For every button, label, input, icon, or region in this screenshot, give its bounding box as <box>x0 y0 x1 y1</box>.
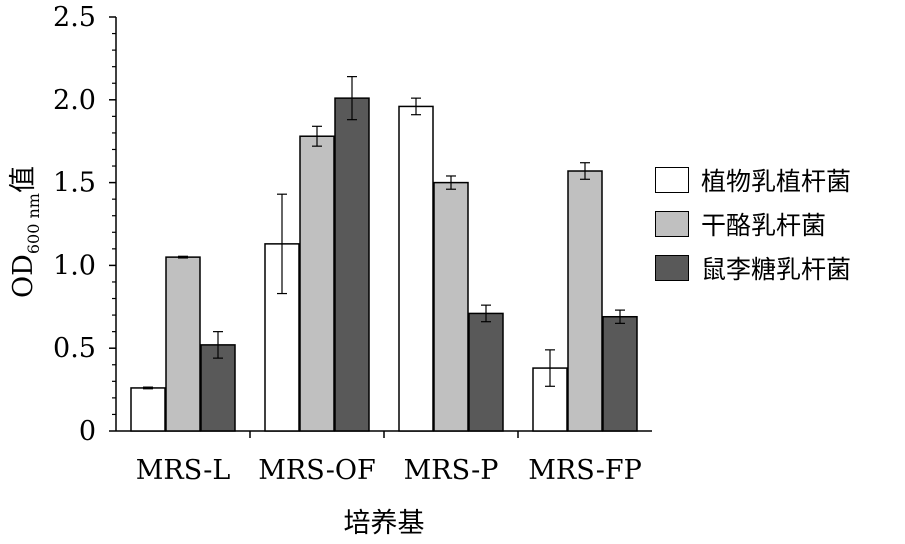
bar <box>567 170 603 432</box>
x-tick-label: MRS-OF <box>258 455 375 486</box>
legend-item: 植物乳植杆菌 <box>655 158 851 202</box>
x-tick-label: MRS-P <box>404 455 499 486</box>
x-tick-label: MRS-L <box>136 455 231 486</box>
y-axis-title-subscript: 600 nm <box>24 193 43 254</box>
legend-label: 干酪乳杆菌 <box>701 211 827 240</box>
legend-swatch <box>655 255 689 281</box>
legend: 植物乳植杆菌 干酪乳杆菌 鼠李糖乳杆菌 <box>655 158 851 290</box>
x-axis-title: 培养基 <box>344 508 425 539</box>
bar <box>334 97 370 432</box>
legend-item: 鼠李糖乳杆菌 <box>655 246 851 290</box>
y-tick-label: 0 <box>79 416 96 447</box>
legend-swatch <box>655 167 689 193</box>
y-axis-title-suffix: 值 <box>8 166 39 193</box>
bar <box>299 135 335 432</box>
y-tick-label: 1.0 <box>53 250 96 281</box>
y-tick-label: 2.5 <box>53 2 96 33</box>
legend-label: 鼠李糖乳杆菌 <box>701 255 852 284</box>
legend-swatch <box>655 211 689 237</box>
bar <box>165 256 201 432</box>
bar <box>398 105 434 432</box>
y-tick-label: 0.5 <box>53 333 96 364</box>
y-axis-title: OD600 nm值 <box>8 166 43 298</box>
bar <box>130 387 166 432</box>
y-tick-label: 2.0 <box>53 85 96 116</box>
bars <box>130 76 638 432</box>
y-tick-label: 1.5 <box>53 168 96 199</box>
bar <box>602 315 638 432</box>
tick-labels: 0 0.5 1.0 1.5 2.0 2.5 MRS-L MRS-OF MRS-P MRS-FP <box>53 2 642 486</box>
y-axis-title-main: OD <box>8 254 39 298</box>
bar <box>468 312 504 432</box>
legend-label: 植物乳植杆菌 <box>701 167 852 196</box>
legend-item: 干酪乳杆菌 <box>655 202 851 246</box>
x-tick-label: MRS-FP <box>528 455 641 486</box>
bar <box>433 181 469 432</box>
